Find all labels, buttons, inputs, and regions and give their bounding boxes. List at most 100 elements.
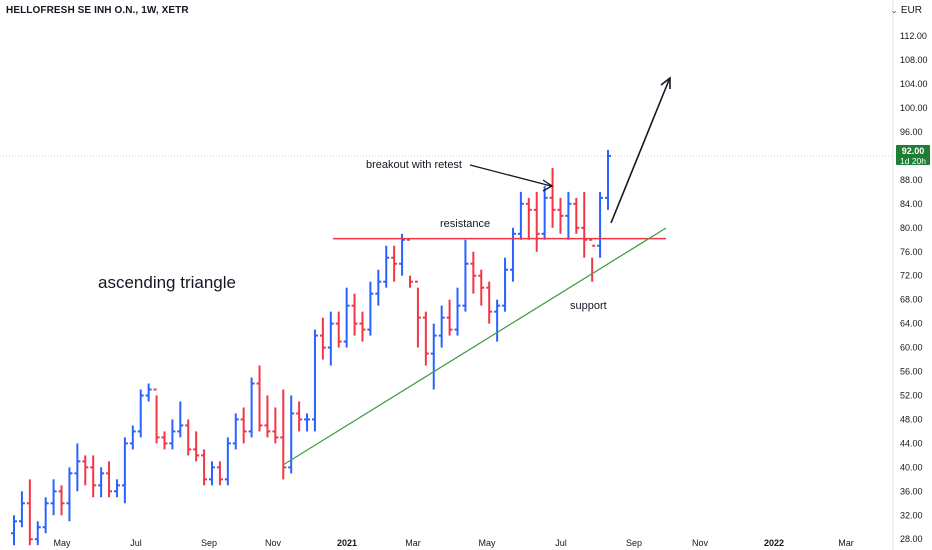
ohlc-bar	[296, 401, 302, 431]
ohlc-bar	[550, 168, 556, 228]
time-tick-label: May	[53, 538, 71, 548]
ohlc-bar	[312, 330, 318, 432]
price-tick-label: 88.00	[900, 175, 923, 185]
ohlc-bar	[209, 461, 215, 485]
price-tick-label: 100.00	[900, 103, 928, 113]
price-tick-label: 76.00	[900, 247, 923, 257]
price-tick-label: 80.00	[900, 223, 923, 233]
price-tick-label: 104.00	[900, 79, 928, 89]
price-tick-label: 72.00	[900, 271, 923, 281]
ohlc-bar	[423, 312, 429, 366]
ohlc-bar	[494, 300, 500, 342]
ohlc-bar	[201, 449, 207, 485]
price-tick-label: 36.00	[900, 486, 923, 496]
ohlc-bar	[27, 479, 33, 545]
ohlc-bar	[415, 282, 421, 348]
price-tick-label: 56.00	[900, 367, 923, 377]
ohlc-bar	[122, 437, 128, 503]
ohlc-bar	[431, 324, 437, 390]
ohlc-bar	[272, 407, 278, 443]
ohlc-bar	[352, 294, 358, 336]
ohlc-bar	[542, 186, 548, 240]
annotation-ascending-triangle: ascending triangle	[98, 273, 236, 292]
ohlc-bar	[241, 407, 247, 443]
time-tick-label: Jul	[130, 538, 142, 548]
price-tick-label: 112.00	[900, 31, 927, 41]
ohlc-bar	[304, 413, 310, 431]
ohlc-bar	[59, 485, 65, 515]
ohlc-bar	[82, 455, 88, 485]
ohlc-bar	[74, 443, 80, 491]
ohlc-bar	[344, 288, 350, 348]
time-tick-label: 2022	[764, 538, 784, 548]
ohlc-bar	[526, 198, 532, 240]
ohlc-bar	[249, 378, 255, 438]
ohlc-bar	[138, 389, 144, 437]
price-tick-label: 32.00	[900, 510, 923, 520]
time-tick-label: 2021	[337, 538, 357, 548]
ohlc-bar	[518, 192, 524, 240]
ohlc-bar	[106, 461, 112, 497]
ohlc-bar	[233, 413, 239, 449]
time-tick-label: Sep	[201, 538, 217, 548]
ohlc-bar	[462, 240, 468, 312]
price-tick-label: 44.00	[900, 438, 923, 448]
time-tick-label: Mar	[405, 538, 421, 548]
ohlc-bar	[185, 419, 191, 455]
ohlc-bar	[478, 270, 484, 306]
ohlc-bar	[510, 228, 516, 282]
ohlc-bar	[399, 234, 405, 276]
symbol-title[interactable]: HELLOFRESH SE INH O.N., 1W, XETR	[6, 5, 189, 16]
breakout-arrow	[611, 80, 669, 223]
ohlc-bar	[98, 467, 104, 497]
ohlc-bar	[114, 479, 120, 497]
currency-selector[interactable]: ⌄ EUR	[890, 5, 922, 16]
ohlc-bar	[439, 306, 445, 348]
ohlc-bar	[534, 192, 540, 252]
time-tick-label: Mar	[838, 538, 854, 548]
ohlc-bar	[455, 288, 461, 336]
ohlc-bar	[35, 521, 41, 545]
ohlc-bar	[557, 198, 563, 234]
ohlc-bar	[328, 312, 334, 366]
bars-layer	[11, 150, 611, 545]
price-tick-label: 68.00	[900, 295, 923, 305]
price-tick-label: 52.00	[900, 390, 923, 400]
time-tick-label: Jul	[555, 538, 567, 548]
support-line	[283, 228, 666, 465]
price-tick-label: 28.00	[900, 534, 923, 544]
ohlc-bar	[193, 431, 199, 461]
last-price: 92.00	[896, 145, 930, 156]
ohlc-bar	[146, 384, 152, 402]
ohlc-bar	[280, 389, 286, 479]
ohlc-bar	[359, 312, 365, 342]
ohlc-bar	[581, 192, 587, 258]
ohlc-bar	[336, 312, 342, 348]
ohlc-bar	[225, 437, 231, 485]
ohlc-bar	[597, 192, 603, 258]
price-tick-label: 48.00	[900, 414, 923, 424]
price-tick-label: 64.00	[900, 319, 923, 329]
ohlc-bar	[43, 497, 49, 533]
ohlc-bar	[217, 461, 223, 485]
ohlc-bar	[383, 246, 389, 288]
ohlc-bar	[11, 515, 17, 545]
ohlc-bar	[177, 401, 183, 437]
ohlc-bar	[605, 150, 611, 210]
ohlc-bar	[66, 467, 72, 521]
price-tick-label: 60.00	[900, 343, 923, 353]
ohlc-bar	[573, 198, 579, 234]
ohlc-bar	[447, 300, 453, 336]
price-tick-label: 84.00	[900, 199, 923, 209]
bar-countdown: 1d 20h	[896, 156, 930, 166]
price-tick-label: 108.00	[900, 55, 928, 65]
ohlc-bar	[130, 425, 136, 449]
chevron-down-icon: ⌄	[890, 5, 898, 15]
ohlc-bar	[51, 479, 57, 515]
time-tick-label: Sep	[626, 538, 642, 548]
ohlc-bar	[169, 419, 175, 449]
trendlines-layer	[283, 78, 670, 465]
ohlc-bar	[375, 270, 381, 306]
